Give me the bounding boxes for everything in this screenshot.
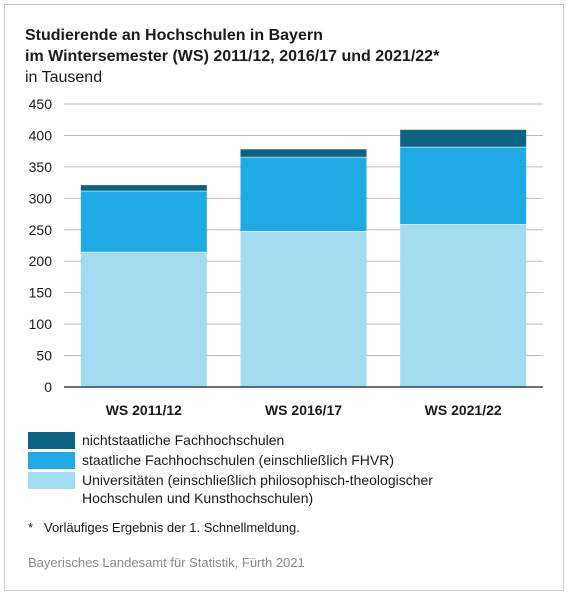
legend-label-universitaeten-line-2: Hochschulen und Kunsthochschulen) — [82, 490, 314, 506]
y-tick-label-0: 0 — [44, 379, 52, 395]
y-tick-label-250: 250 — [29, 222, 53, 238]
y-tick-label-450: 450 — [29, 96, 53, 112]
y-tick-label-100: 100 — [29, 316, 53, 332]
legend-swatch-staatliche — [28, 452, 75, 469]
bar-segment-2-0 — [400, 224, 527, 387]
legend-label-nichtstaatliche: nichtstaatliche Fachhochschulen — [82, 432, 285, 448]
bar-segment-1-2 — [240, 149, 367, 157]
chart-title-line-1: Studierende an Hochschulen in Bayern — [25, 27, 323, 44]
legend: nichtstaatliche Fachhochschulen staatlic… — [28, 431, 548, 507]
bar-segment-0-1 — [80, 190, 207, 252]
legend-swatch-universitaeten — [28, 472, 75, 489]
legend-item-universitaeten: Universitäten (einschließlich philosophi… — [28, 471, 548, 507]
footnote-text: Vorläufiges Ergebnis der 1. Schnellmeldu… — [44, 520, 300, 535]
legend-item-staatliche: staatliche Fachhochschulen (einschließli… — [28, 451, 548, 469]
bar-segment-2-2 — [400, 129, 527, 147]
bar-segment-2-1 — [400, 146, 527, 225]
y-tick-label-300: 300 — [29, 190, 53, 206]
y-tick-label-150: 150 — [29, 285, 53, 301]
legend-label-staatliche: staatliche Fachhochschulen (einschließli… — [82, 452, 395, 468]
legend-label-universitaeten-line-1: Universitäten (einschließlich philosophi… — [82, 472, 433, 488]
bar-segment-1-0 — [240, 231, 367, 387]
chart-frame — [4, 4, 564, 591]
stacked-bar-chart: 0 50 100 150 200 250 300 350 400 450 WS 2011/12 WS … — [29, 96, 543, 418]
y-tick-label-350: 350 — [29, 159, 53, 175]
y-tick-label-50: 50 — [36, 348, 52, 364]
chart-header: Studierende an Hochschulen in Bayern im … — [25, 25, 545, 88]
bar-segment-0-2 — [80, 185, 207, 191]
x-category-label-1: WS 2016/17 — [265, 402, 342, 418]
chart-title-line-2: im Wintersemester (WS) 2011/12, 2016/17 … — [25, 48, 440, 65]
legend-item-nichtstaatliche: nichtstaatliche Fachhochschulen — [28, 431, 548, 449]
chart-subtitle: in Tausend — [25, 69, 103, 86]
x-category-label-2: WS 2021/22 — [425, 402, 502, 418]
bar-segment-1-1 — [240, 156, 367, 232]
y-tick-label-400: 400 — [29, 127, 53, 143]
footnote-marker: * — [28, 520, 34, 535]
source-note: Bayerisches Landesamt für Statistik, Für… — [28, 555, 305, 570]
footnote: * Vorläufiges Ergebnis der 1. Schnellmeld… — [28, 520, 300, 535]
y-tick-label-200: 200 — [29, 253, 53, 269]
x-category-label-0: WS 2011/12 — [106, 402, 182, 418]
legend-swatch-nichtstaatliche — [28, 432, 75, 449]
bar-segment-0-0 — [80, 251, 207, 387]
